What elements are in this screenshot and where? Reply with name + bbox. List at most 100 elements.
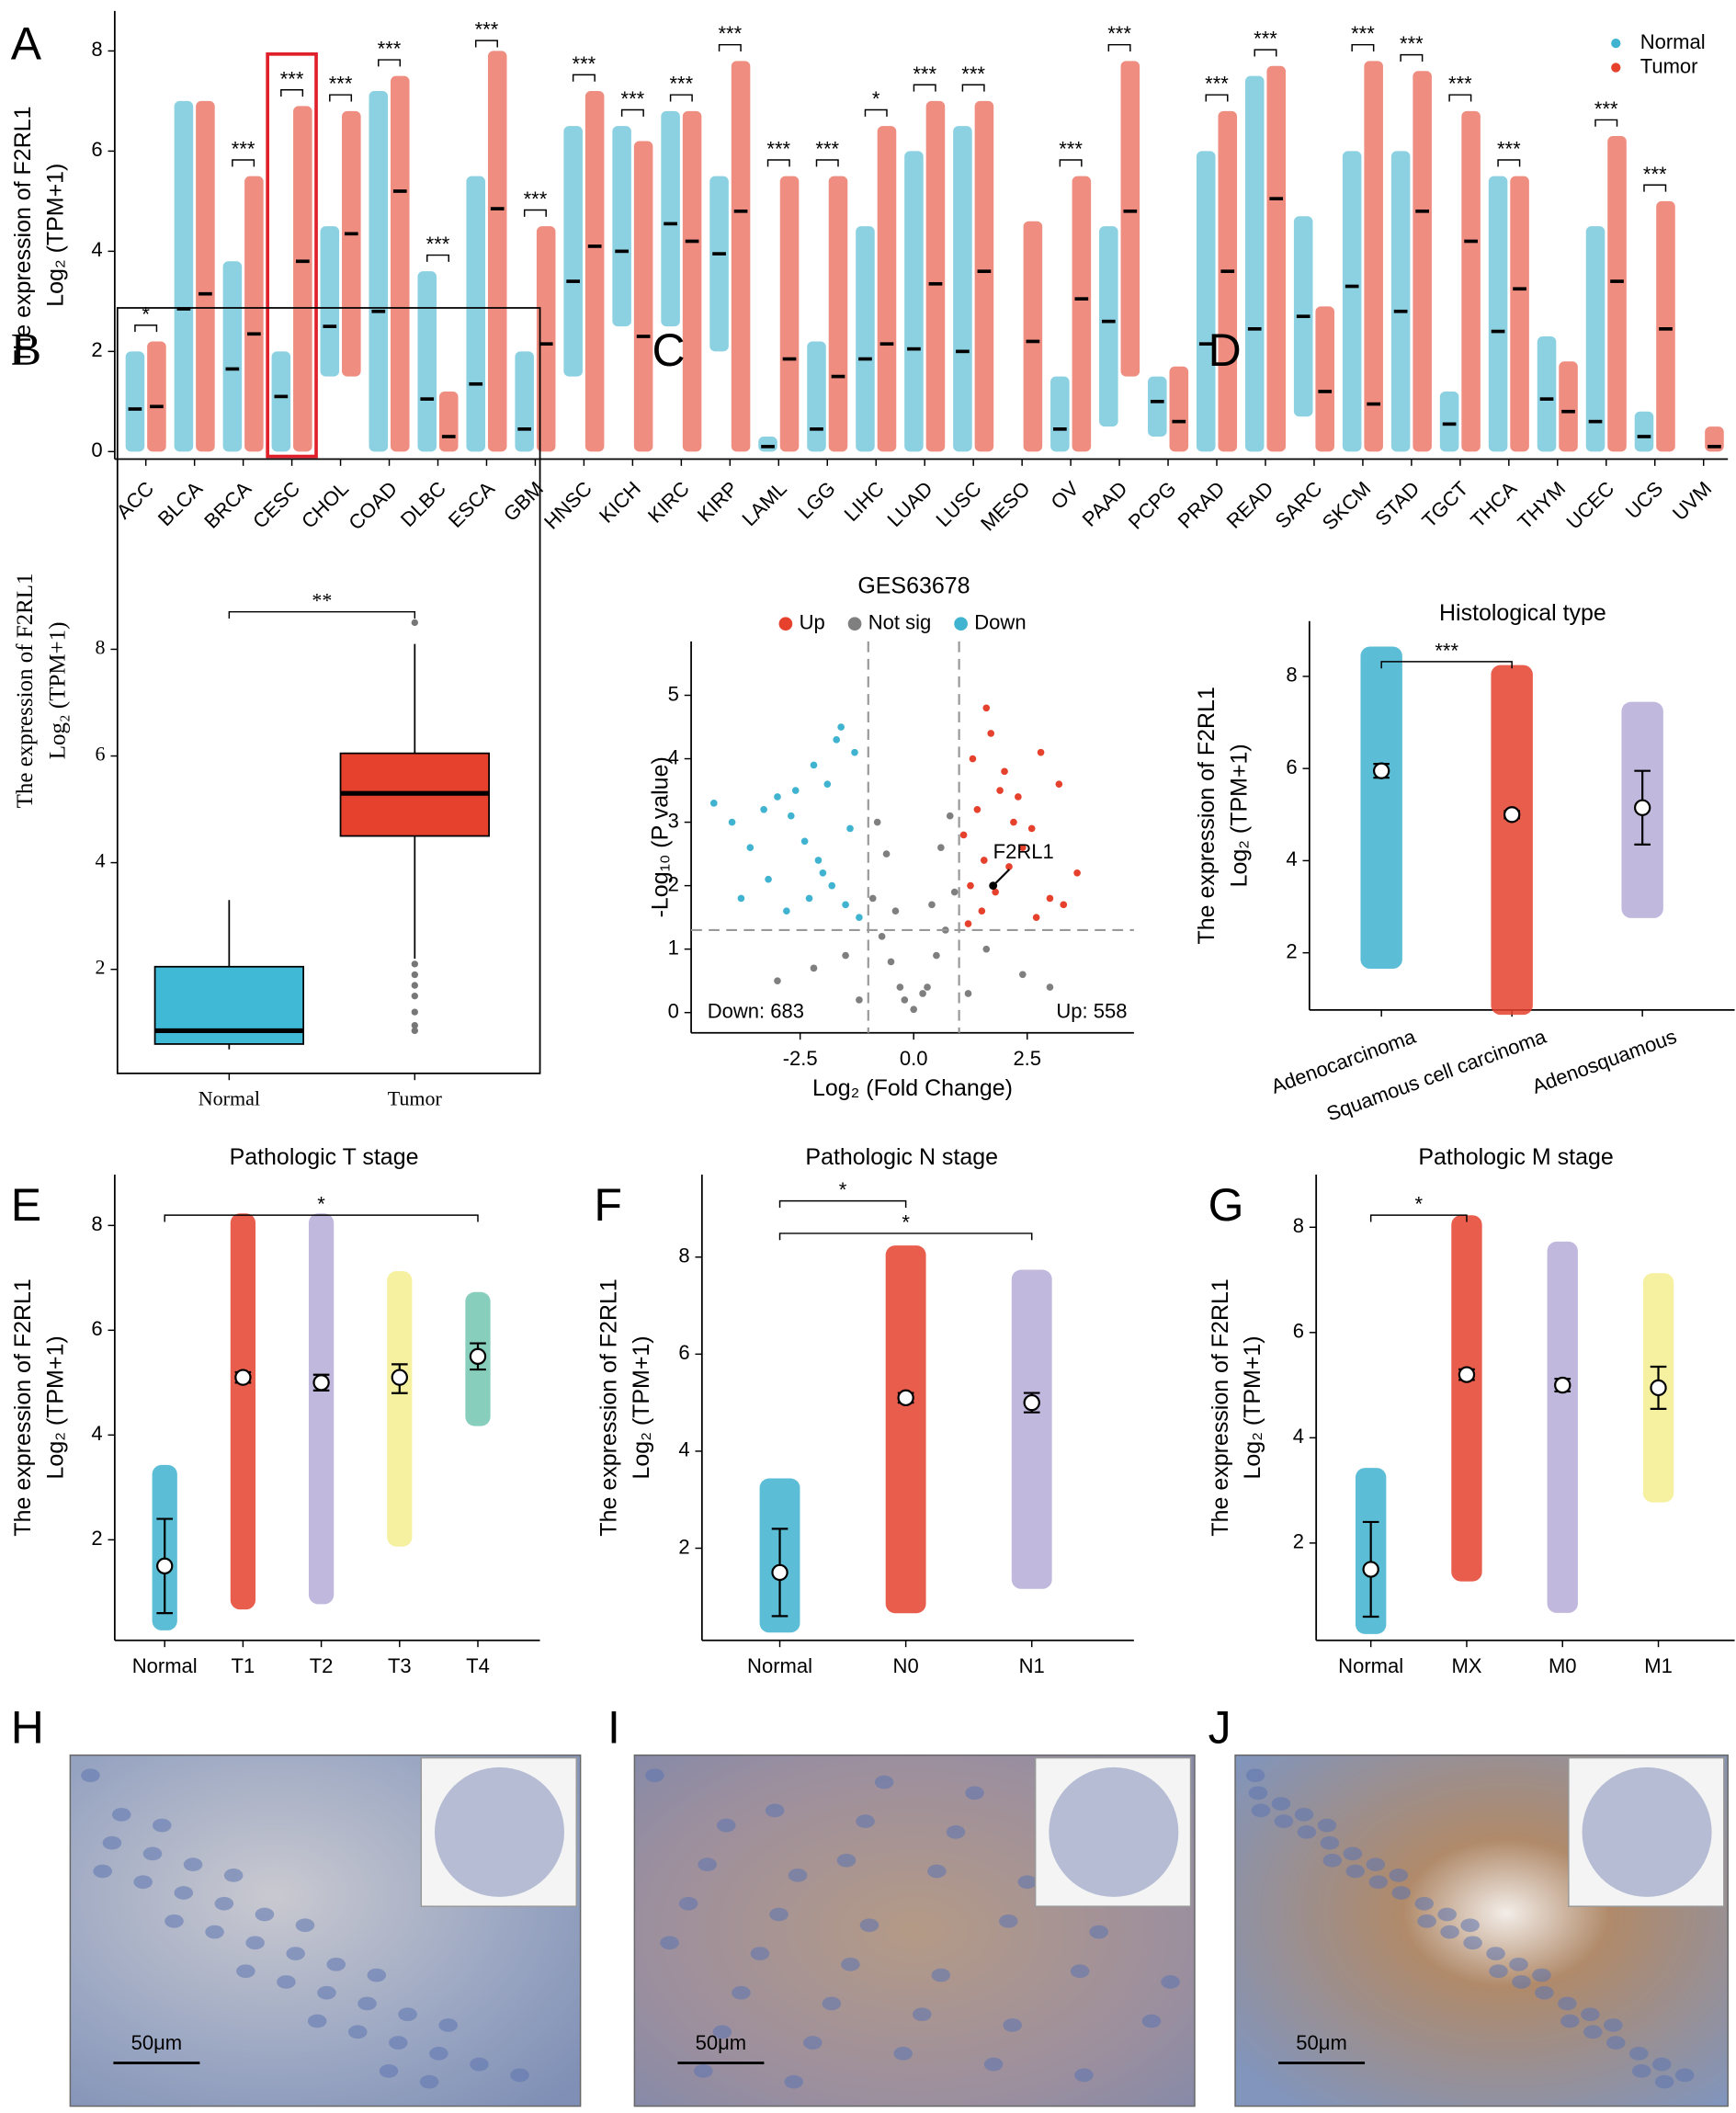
outlier xyxy=(411,971,418,979)
significance-label: *** xyxy=(1107,22,1131,45)
significance-bracket xyxy=(474,40,498,48)
cell-nucleus xyxy=(712,2025,732,2039)
point xyxy=(873,818,881,826)
panel: A The expression of F2RL1 Log₂ (TPM+1) 0 2 4 6… xyxy=(10,10,1729,536)
cell-nucleus xyxy=(1003,2018,1022,2032)
cell-nucleus xyxy=(165,1914,184,1928)
y-tick-label: 2 xyxy=(678,1535,689,1558)
point xyxy=(842,901,849,909)
x-tick-label: T4 xyxy=(466,1654,490,1677)
cell-nucleus xyxy=(769,1907,789,1922)
point xyxy=(933,951,940,960)
point xyxy=(1018,971,1027,979)
cell-nucleus xyxy=(893,2046,913,2061)
x-tick-label: KIRP xyxy=(693,477,743,527)
y-tick-label: 4 xyxy=(96,849,106,872)
y-tick-label: 2 xyxy=(1286,939,1297,962)
significance-label: *** xyxy=(378,38,402,61)
highlight-box xyxy=(266,52,318,459)
cell-nucleus xyxy=(1017,1875,1038,1890)
cell-nucleus xyxy=(205,1925,224,1939)
x-tick-label: READ xyxy=(1222,477,1278,533)
significance-label: *** xyxy=(718,22,742,45)
point-cloud xyxy=(1451,1215,1482,1582)
panel-letter: A xyxy=(11,18,42,70)
point-cloud xyxy=(885,1245,926,1614)
cell-nucleus xyxy=(1535,1985,1554,2000)
significance-bracket xyxy=(1351,43,1375,52)
cell-nucleus xyxy=(142,1846,163,1861)
cell-nucleus xyxy=(1560,2014,1580,2028)
point xyxy=(868,894,877,903)
y-tick-label: 8 xyxy=(678,1244,689,1267)
cell-nucleus xyxy=(698,1857,717,1871)
point-cloud xyxy=(387,1270,413,1547)
outlier xyxy=(411,960,418,968)
chart-title: Pathologic T stage xyxy=(230,1144,419,1170)
cell-nucleus xyxy=(1654,2074,1674,2089)
cell-nucleus xyxy=(379,2064,399,2078)
count-label: Up: 558 xyxy=(1056,1000,1127,1023)
point xyxy=(746,844,755,852)
cell-nucleus xyxy=(802,2036,823,2050)
point xyxy=(810,761,818,769)
y-axis-label: Log₂ (TPM+1) xyxy=(629,1335,654,1479)
significance-bracket xyxy=(1059,159,1083,167)
significance-label: ** xyxy=(312,588,332,611)
point-cloud xyxy=(877,126,897,452)
x-tick-label: MESO xyxy=(976,477,1035,536)
cell-nucleus xyxy=(277,1975,296,1989)
cell-nucleus xyxy=(1628,2046,1649,2061)
significance-bracket xyxy=(378,59,402,67)
point-cloud xyxy=(1559,361,1578,452)
cell-nucleus xyxy=(1581,2007,1600,2022)
y-tick-label: 2 xyxy=(96,956,106,979)
cell-nucleus xyxy=(1509,1957,1528,1971)
significance-label: *** xyxy=(1059,138,1083,161)
y-tick-label: 4 xyxy=(1293,1425,1304,1448)
cell-nucleus xyxy=(1251,1803,1271,1818)
point-cloud xyxy=(1547,1241,1578,1613)
significance-bracket xyxy=(134,324,158,333)
mean-marker xyxy=(771,1563,789,1582)
point-cloud xyxy=(1585,226,1606,452)
point-cloud xyxy=(1196,151,1216,452)
significance-bracket xyxy=(523,209,547,217)
mean-marker xyxy=(1650,1379,1667,1397)
x-tick-label: T3 xyxy=(388,1654,412,1677)
x-tick-label: M1 xyxy=(1644,1654,1673,1677)
cell-nucleus xyxy=(1320,1835,1340,1850)
panel-letter: G xyxy=(1208,1179,1244,1231)
label-leader xyxy=(992,869,1011,887)
cell-nucleus xyxy=(965,1786,984,1801)
y-tick-label: 8 xyxy=(91,38,102,61)
y-tick-label: 6 xyxy=(1286,755,1297,778)
significance-bracket xyxy=(164,1214,479,1222)
cell-nucleus xyxy=(946,1825,966,1839)
x-tick-label: HNSC xyxy=(539,477,596,534)
mean-marker xyxy=(1023,1393,1040,1412)
significance-label: *** xyxy=(621,87,645,110)
cell-nucleus xyxy=(133,1875,153,1890)
point-cloud xyxy=(758,436,777,452)
cell-nucleus xyxy=(1460,1918,1480,1933)
point-cloud xyxy=(904,151,924,452)
point-cloud xyxy=(293,106,312,452)
x-tick-label: T2 xyxy=(310,1654,334,1677)
y-tick-label: 8 xyxy=(91,1212,102,1235)
panel-letter: J xyxy=(1208,1701,1231,1753)
cell-nucleus xyxy=(836,1853,857,1868)
x-tick-label: LUAD xyxy=(883,477,937,531)
scale-bar-label: 50μm xyxy=(131,2031,183,2054)
x-tick-label: BRCA xyxy=(199,477,255,533)
point xyxy=(787,812,795,820)
significance-bracket xyxy=(669,94,693,102)
cell-nucleus xyxy=(750,1947,770,1960)
point xyxy=(1046,894,1054,903)
y-axis-label: Log₂ (TPM+1) xyxy=(1227,744,1253,887)
significance-label: *** xyxy=(669,73,693,96)
cell-nucleus xyxy=(1089,1925,1108,1939)
point xyxy=(982,704,991,712)
point-cloud xyxy=(222,261,243,452)
x-tick-label: 2.5 xyxy=(1013,1047,1041,1070)
